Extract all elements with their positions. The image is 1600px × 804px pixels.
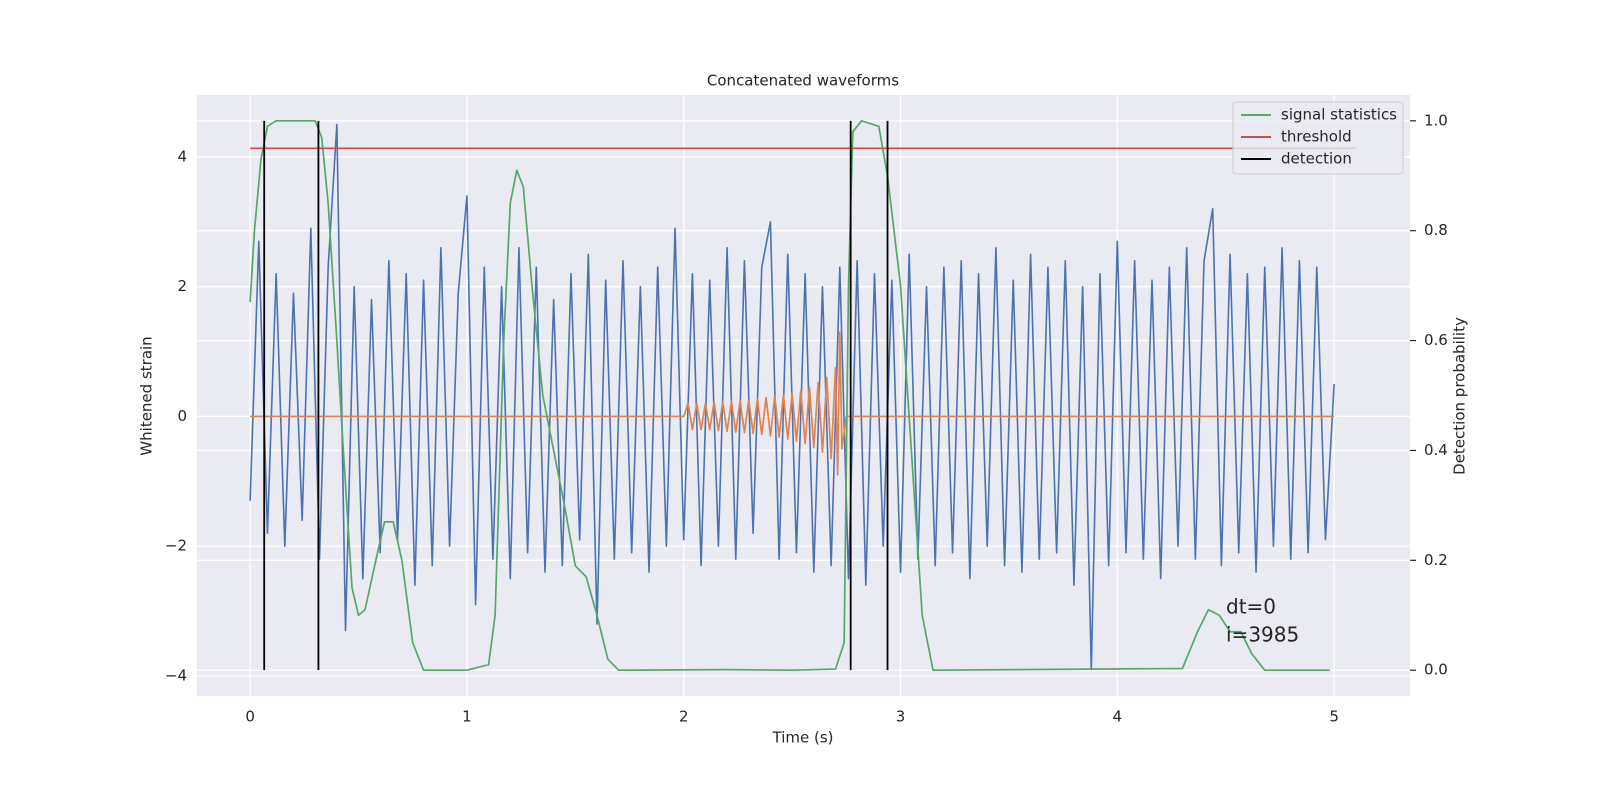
x-tick-label: 4 bbox=[1113, 708, 1123, 726]
x-tick-label: 0 bbox=[245, 708, 255, 726]
y2-tick-label: 0.2 bbox=[1424, 551, 1448, 569]
y2-tick-label: 0.6 bbox=[1424, 331, 1448, 349]
y2-axis-label: Detection probability bbox=[1451, 317, 1469, 475]
plot-area bbox=[197, 95, 1410, 696]
annotation: i=3985 bbox=[1226, 623, 1299, 647]
x-axis-label: Time (s) bbox=[772, 729, 834, 747]
y2-tick-label: 0.0 bbox=[1424, 661, 1448, 679]
y2-tick-label: 0.4 bbox=[1424, 441, 1448, 459]
annotation: dt=0 bbox=[1226, 595, 1276, 619]
y-tick-label: 4 bbox=[177, 147, 187, 165]
legend-label: signal statistics bbox=[1281, 106, 1397, 124]
legend-box bbox=[1232, 101, 1404, 175]
y-tick-label: 0 bbox=[177, 407, 187, 425]
series-line bbox=[250, 331, 1335, 476]
y2-tick-label: 0.8 bbox=[1424, 221, 1448, 239]
x-tick-label: 5 bbox=[1329, 708, 1339, 726]
chart-title: Concatenated waveforms bbox=[707, 72, 899, 90]
y-tick-label: −2 bbox=[165, 537, 187, 555]
legend: signal statistics threshold detection bbox=[1232, 101, 1404, 175]
marks bbox=[249, 119, 1356, 672]
legend-label: threshold bbox=[1281, 128, 1352, 146]
x-tick-label: 2 bbox=[679, 708, 689, 726]
series-line bbox=[249, 119, 1330, 672]
y2-tick-label: 1.0 bbox=[1424, 111, 1448, 129]
y-axis-label: Whitened strain bbox=[138, 336, 156, 455]
x-tick-label: 3 bbox=[896, 708, 906, 726]
series-line bbox=[249, 123, 1335, 671]
x-tick-label: 1 bbox=[462, 708, 472, 726]
legend-label: detection bbox=[1281, 150, 1352, 168]
y-tick-label: −4 bbox=[165, 666, 187, 684]
y-tick-label: 2 bbox=[177, 277, 187, 295]
